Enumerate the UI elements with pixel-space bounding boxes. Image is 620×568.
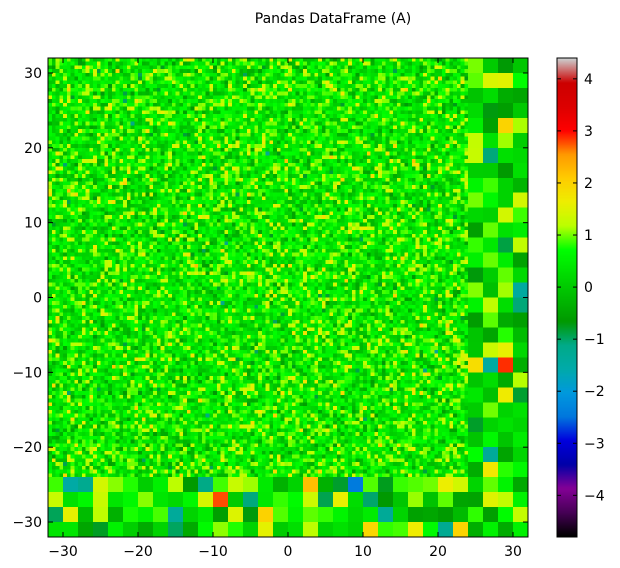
y-tick-label: −20: [12, 440, 42, 456]
colorbar-tick-label: 1: [584, 228, 593, 244]
heatmap-image: [48, 58, 528, 537]
y-tick-label: −10: [12, 365, 42, 381]
colorbar-ticks: −4 −3 −2 −1 0 1 2 3 4: [557, 72, 605, 504]
y-axis: −30 −20 −10 0 10 20 30: [12, 66, 528, 531]
y-tick-label: 10: [24, 216, 42, 232]
colorbar-tick-label: −4: [584, 488, 605, 504]
colorbar-tick-label: 2: [584, 176, 593, 192]
colorbar-gradient: [557, 58, 577, 537]
x-tick-label: −10: [198, 544, 228, 560]
x-tick-label: −30: [48, 544, 78, 560]
colorbar-tick-label: 3: [584, 124, 593, 140]
chart-title: Pandas DataFrame (A): [255, 11, 411, 27]
y-tick-label: −30: [12, 515, 42, 531]
x-tick-label: 0: [284, 544, 293, 560]
x-tick-label: 30: [504, 544, 522, 560]
colorbar-tick-label: −2: [584, 384, 605, 400]
y-tick-label: 0: [33, 291, 42, 307]
y-tick-label: 20: [24, 141, 42, 157]
colorbar-tick-label: 4: [584, 72, 593, 88]
colorbar-tick-label: −1: [584, 332, 605, 348]
colorbar-tick-label: 0: [584, 280, 593, 296]
x-tick-label: −20: [123, 544, 153, 560]
colorbar: −4 −3 −2 −1 0 1 2 3 4: [556, 57, 605, 538]
x-tick-label: 20: [429, 544, 447, 560]
x-tick-label: 10: [354, 544, 372, 560]
colorbar-tick-label: −3: [584, 436, 605, 452]
y-tick-label: 30: [24, 66, 42, 82]
plot-area: [47, 57, 529, 538]
x-axis: −30 −20 −10 0 10 20 30: [48, 58, 522, 560]
colorbar-frame: [556, 57, 578, 538]
